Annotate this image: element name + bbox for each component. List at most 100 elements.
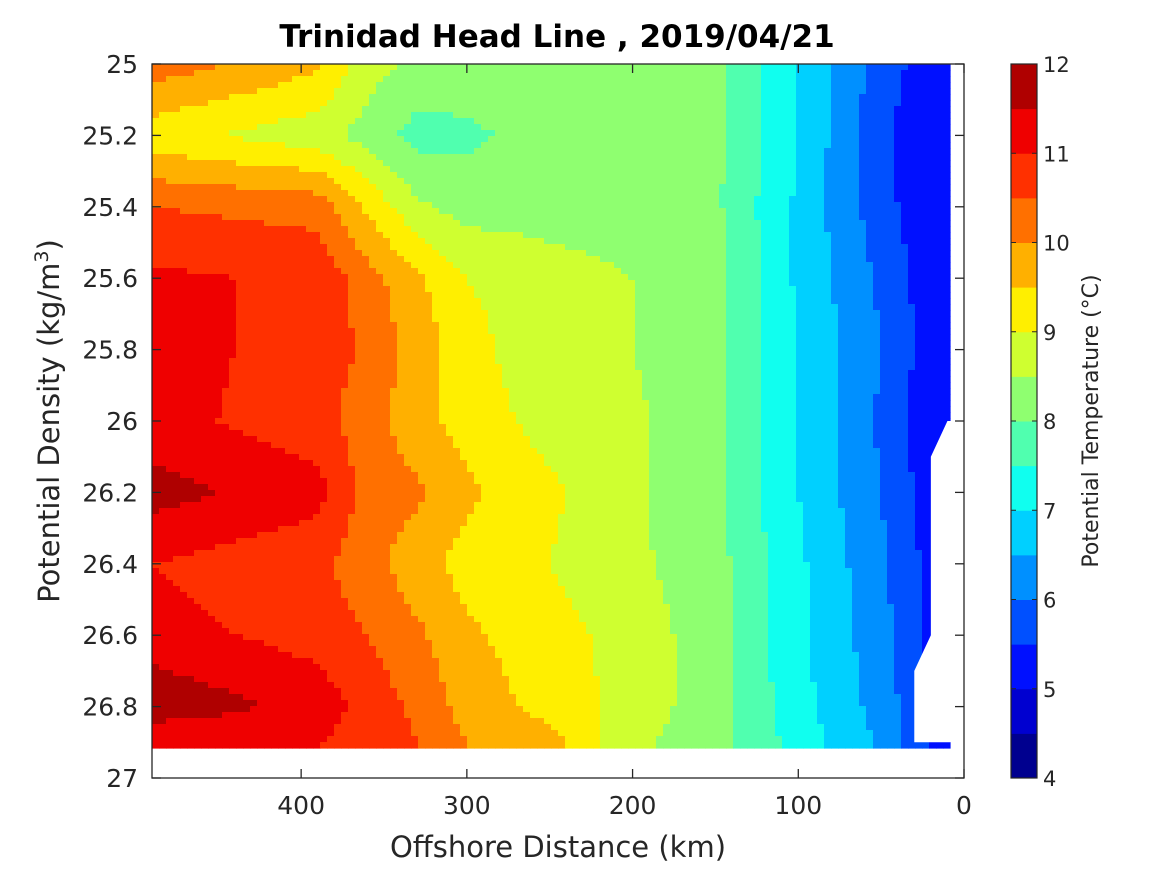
contour-cell — [943, 160, 951, 167]
contour-cell — [607, 280, 615, 287]
contour-cell — [271, 202, 279, 209]
contour-cell — [789, 322, 797, 329]
contour-cell — [243, 106, 251, 113]
contour-cell — [320, 256, 328, 263]
contour-cell — [859, 292, 867, 299]
contour-cell — [544, 82, 552, 89]
contour-cell — [271, 244, 279, 251]
contour-cell — [677, 70, 685, 77]
contour-cell — [859, 274, 867, 281]
contour-cell — [866, 112, 874, 119]
contour-cell — [768, 112, 776, 119]
contour-cell — [481, 94, 489, 101]
contour-cell — [943, 106, 951, 113]
contour-cell — [229, 304, 237, 311]
contour-cell — [425, 304, 433, 311]
contour-cell — [390, 280, 398, 287]
contour-cell — [845, 64, 853, 71]
contour-cell — [761, 154, 769, 161]
contour-cell — [698, 82, 706, 89]
contour-cell — [152, 256, 160, 263]
contour-cell — [187, 184, 195, 191]
contour-cell — [285, 202, 293, 209]
contour-cell — [614, 100, 622, 107]
contour-cell — [873, 196, 881, 203]
contour-cell — [376, 202, 384, 209]
contour-cell — [768, 118, 776, 125]
contour-cell — [698, 280, 706, 287]
contour-cell — [215, 262, 223, 269]
contour-cell — [621, 184, 629, 191]
contour-cell — [299, 292, 307, 299]
contour-cell — [313, 106, 321, 113]
contour-cell — [684, 214, 692, 221]
contour-cell — [670, 202, 678, 209]
contour-cell — [712, 184, 720, 191]
contour-cell — [502, 244, 510, 251]
contour-cell — [782, 292, 790, 299]
contour-cell — [544, 76, 552, 83]
contour-cell — [187, 136, 195, 143]
contour-cell — [460, 316, 468, 323]
contour-cell — [803, 298, 811, 305]
contour-cell — [299, 268, 307, 275]
contour-cell — [313, 238, 321, 245]
contour-cell — [873, 100, 881, 107]
contour-cell — [747, 262, 755, 269]
contour-cell — [873, 262, 881, 269]
contour-cell — [719, 298, 727, 305]
contour-cell — [922, 136, 930, 143]
contour-cell — [278, 292, 286, 299]
contour-cell — [516, 100, 524, 107]
contour-cell — [824, 142, 832, 149]
contour-cell — [250, 292, 258, 299]
contour-cell — [677, 232, 685, 239]
contour-cell — [873, 238, 881, 245]
contour-cell — [264, 190, 272, 197]
contour-cell — [607, 220, 615, 227]
contour-cell — [271, 214, 279, 221]
contour-cell — [558, 304, 566, 311]
contour-cell — [418, 280, 426, 287]
contour-cell — [264, 268, 272, 275]
contour-cell — [649, 214, 657, 221]
contour-cell — [439, 106, 447, 113]
contour-cell — [558, 316, 566, 323]
contour-cell — [733, 166, 741, 173]
contour-cell — [537, 172, 545, 179]
contour-cell — [425, 310, 433, 317]
contour-cell — [586, 100, 594, 107]
contour-cell — [215, 250, 223, 257]
contour-cell — [243, 142, 251, 149]
contour-cell — [824, 118, 832, 125]
contour-cell — [236, 202, 244, 209]
contour-cell — [551, 76, 559, 83]
contour-cell — [481, 298, 489, 305]
contour-cell — [768, 190, 776, 197]
contour-cell — [418, 136, 426, 143]
contour-cell — [761, 244, 769, 251]
contour-cell — [523, 184, 531, 191]
contour-cell — [173, 136, 181, 143]
contour-cell — [831, 118, 839, 125]
contour-cell — [796, 82, 804, 89]
contour-cell — [187, 64, 195, 71]
contour-cell — [481, 106, 489, 113]
contour-cell — [726, 268, 734, 275]
contour-cell — [425, 160, 433, 167]
contour-cell — [614, 202, 622, 209]
contour-cell — [474, 160, 482, 167]
contour-cell — [586, 130, 594, 137]
contour-cell — [243, 310, 251, 317]
contour-cell — [313, 94, 321, 101]
contour-cell — [642, 130, 650, 137]
contour-cell — [810, 286, 818, 293]
contour-cell — [936, 196, 944, 203]
contour-cell — [866, 256, 874, 263]
contour-cell — [173, 262, 181, 269]
contour-cell — [628, 202, 636, 209]
contour-cell — [327, 148, 335, 155]
contour-cell — [572, 190, 580, 197]
contour-cell — [495, 178, 503, 185]
contour-cell — [621, 208, 629, 215]
